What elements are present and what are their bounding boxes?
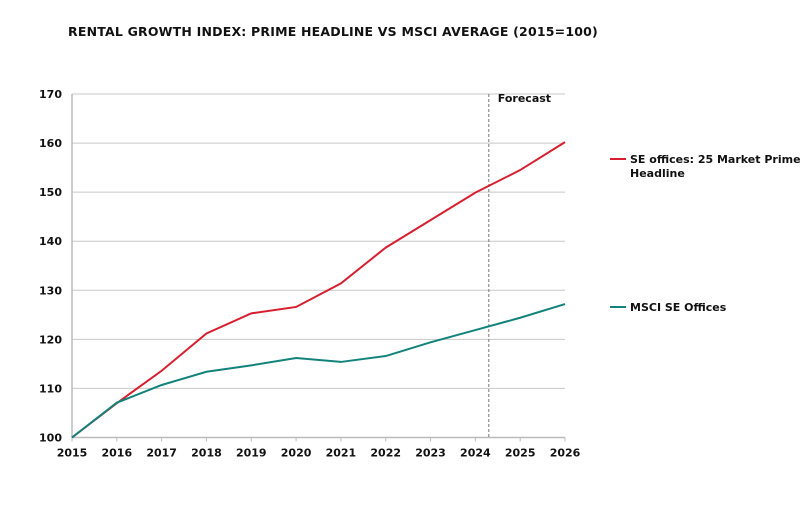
forecast-label: Forecast [498,92,551,105]
x-tick-label: 2015 [57,447,88,460]
x-tick-label: 2021 [326,447,357,460]
gridlines [72,93,565,389]
y-tick-label: 100 [39,432,62,445]
x-tick-label: 2026 [550,447,581,460]
series-lines [71,141,566,439]
x-tick-label: 2020 [281,447,312,460]
y-tick-label: 110 [39,382,62,395]
y-tick-label: 130 [39,284,62,297]
x-tick-label: 2024 [460,447,491,460]
x-tick-label: 2022 [370,447,401,460]
y-tick-label: 170 [39,88,62,101]
y-tick-label: 160 [39,137,62,150]
legend-label: SE offices: 25 Market Prime [630,153,801,166]
x-tick-label: 2019 [236,447,267,460]
x-tick-label: 2023 [415,447,446,460]
x-tick-label: 2025 [505,447,536,460]
legend-label: Headline [630,167,685,180]
chart-title: RENTAL GROWTH INDEX: PRIME HEADLINE VS M… [68,24,598,39]
series-line-0 [71,141,566,439]
y-tick-label: 120 [39,333,62,346]
axes: 100 110 120 130 140 150 160 170 2015 2016 2017 2018… [39,88,581,460]
y-tick-label: 150 [39,186,62,199]
x-tick-label: 2018 [191,447,222,460]
forecast-marker: Forecast [488,92,551,438]
legend-label: MSCI SE Offices [630,301,727,314]
x-tick-label: 2016 [102,447,133,460]
series-line-1 [71,303,566,439]
y-tick-label: 140 [39,235,62,248]
x-tick-label: 2017 [146,447,177,460]
